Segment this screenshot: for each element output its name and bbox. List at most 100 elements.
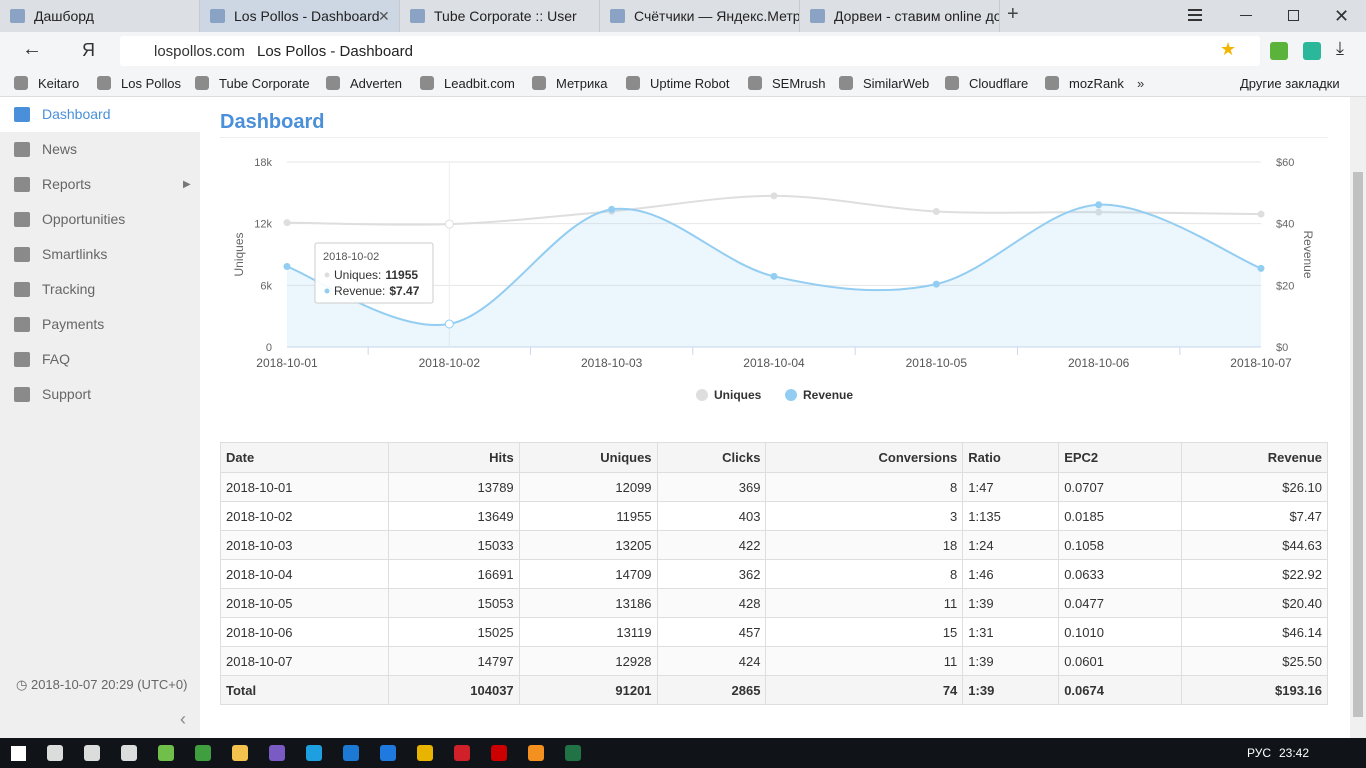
data-point[interactable] [1257,264,1265,272]
bookmark[interactable]: Keitaro [14,76,79,91]
nav-item[interactable]: Payments [0,307,200,342]
more-bookmarks[interactable]: » [1137,76,1145,91]
bookmark[interactable]: Adverten [326,76,402,91]
new-tab[interactable]: + [1007,3,1019,25]
data-point[interactable] [770,192,778,200]
taskbar-icon[interactable] [380,745,396,761]
bookmark[interactable]: Tube Corporate [195,76,310,91]
column-header[interactable]: EPC2 [1058,442,1183,473]
taskbar-icon[interactable] [417,745,433,761]
nav-item[interactable]: Support [0,377,200,412]
nav-item[interactable]: FAQ [0,342,200,377]
data-point[interactable] [932,280,940,288]
column-header[interactable]: Conversions [765,442,964,473]
tab[interactable]: Дорвеи - ставим online до [800,0,1000,32]
bookmark[interactable]: SEMrush [748,76,825,91]
data-point[interactable] [283,219,291,227]
menu-icon[interactable] [1188,14,1202,16]
table-cell: 1:135 [962,501,1060,531]
column-header[interactable]: Ratio [962,442,1060,473]
data-point[interactable] [608,205,616,213]
nav-item[interactable]: Smartlinks [0,237,200,272]
nav-item[interactable]: News [0,132,200,167]
bookmark[interactable]: Метрика [532,76,607,91]
restore[interactable] [1288,10,1299,21]
data-point[interactable] [770,272,778,280]
extension[interactable] [1303,42,1321,60]
data-point[interactable] [932,207,940,215]
nav-item[interactable]: Opportunities [0,202,200,237]
tab[interactable]: Счётчики — Яндекс.Метри [600,0,800,32]
bookmark-icon [626,76,640,90]
tab[interactable]: Los Pollos - Dashboard ✕ [200,0,400,32]
close[interactable]: ✕ [1334,6,1350,26]
taskbar-icon[interactable] [84,745,100,761]
start-button[interactable] [11,746,26,761]
tab[interactable]: Tube Corporate :: User [400,0,600,32]
column-header[interactable]: Uniques [518,442,658,473]
bookmark[interactable]: mozRank [1045,76,1124,91]
bookmark-star[interactable]: ★ [1220,39,1237,59]
scroll-thumb[interactable] [1353,172,1363,717]
language[interactable]: РУС [1247,746,1272,760]
series-area [287,204,1261,347]
taskbar-icon[interactable] [491,745,507,761]
data-point[interactable] [1257,210,1265,218]
taskbar-icon[interactable] [269,745,285,761]
nav-item[interactable]: Tracking [0,272,200,307]
tooltip-dot [324,288,330,294]
total-cell: 1:39 [962,675,1060,705]
taskbar-icon[interactable] [528,745,544,761]
taskbar-icon[interactable] [343,745,359,761]
bookmark[interactable]: Cloudflare [945,76,1028,91]
time[interactable]: 23:42 [1279,746,1310,760]
collapse-button[interactable]: ‹ [180,709,186,729]
column-header[interactable]: Date [220,442,389,473]
table-row: 2018-10-02 13649 11955 403 3 1:135 0.0185 $7.47 [220,501,1328,531]
tab-close[interactable]: ✕ [378,8,390,24]
data-point[interactable] [1095,208,1103,216]
bookmark[interactable]: Los Pollos [97,76,181,91]
yandex-button[interactable]: Я [82,40,95,60]
legend-marker[interactable] [785,389,797,401]
tab-icon [410,9,425,23]
nav-item[interactable]: Dashboard [0,97,200,132]
address-bar: ← Я lospollos.com Los Pollos - Dashboard… [0,32,1366,70]
taskbar-icon[interactable] [47,745,63,761]
table-cell: 0.0185 [1058,501,1183,531]
bookmark-icon [14,76,28,90]
taskbar-icon[interactable] [454,745,470,761]
bookmark[interactable]: SimilarWeb [839,76,929,91]
bookmark[interactable]: Leadbit.com [420,76,515,91]
data-point[interactable] [1095,201,1103,209]
total-cell: 104037 [387,675,520,705]
scrollbar[interactable] [1350,97,1366,738]
taskbar-icon[interactable] [121,745,137,761]
taskbar-icon[interactable] [306,745,322,761]
nav-icon [14,177,30,192]
taskbar-icon[interactable] [565,745,581,761]
taskbar-icon[interactable] [232,745,248,761]
other-bookmarks[interactable]: Другие закладки [1240,76,1340,91]
taskbar-icon[interactable] [195,745,211,761]
nav-label: FAQ [42,351,71,367]
column-header[interactable]: Revenue [1181,442,1328,473]
minimize[interactable] [1240,15,1252,16]
taskbar-icon[interactable] [158,745,174,761]
bookmark[interactable]: Uptime Robot [626,76,729,91]
downloads[interactable]: ⤓ [1336,38,1344,58]
data-point[interactable] [283,263,291,271]
legend-marker[interactable] [696,389,708,401]
nav-item[interactable]: Reports ▶ [0,167,200,202]
legend-label[interactable]: Uniques [714,388,762,402]
column-header[interactable]: Hits [387,442,520,473]
extension[interactable] [1270,42,1288,60]
tab[interactable]: Дашборд [0,0,200,32]
data-point[interactable] [444,219,454,229]
url-field[interactable]: lospollos.com Los Pollos - Dashboard ★ [120,36,1260,66]
column-header[interactable]: Clicks [656,442,767,473]
legend-label[interactable]: Revenue [803,388,853,402]
tab-icon [610,9,625,23]
back-button[interactable]: ← [22,38,42,60]
data-point[interactable] [444,319,454,329]
